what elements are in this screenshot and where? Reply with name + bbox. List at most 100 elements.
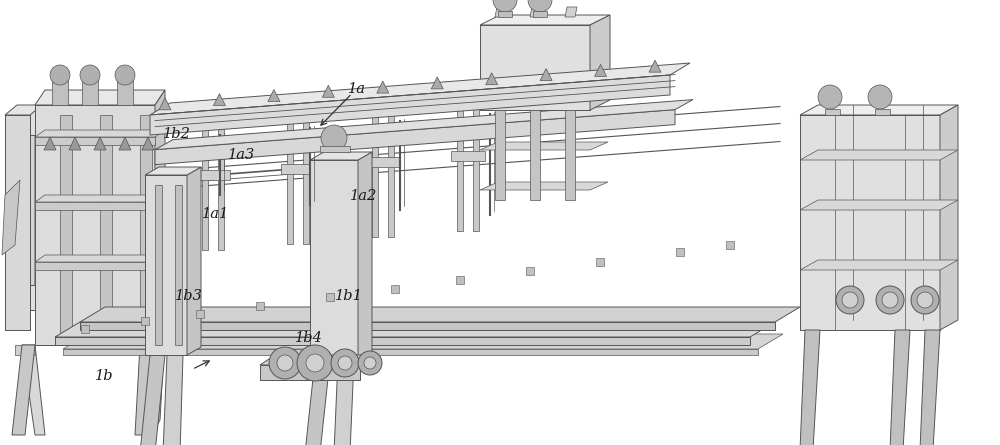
Circle shape xyxy=(277,355,293,371)
Polygon shape xyxy=(256,302,264,310)
Polygon shape xyxy=(20,105,35,310)
Polygon shape xyxy=(35,262,155,270)
Polygon shape xyxy=(451,151,485,161)
Polygon shape xyxy=(540,69,552,81)
Polygon shape xyxy=(565,7,577,17)
Polygon shape xyxy=(155,185,162,345)
Polygon shape xyxy=(596,258,604,266)
Circle shape xyxy=(882,292,898,308)
Polygon shape xyxy=(69,137,81,150)
Polygon shape xyxy=(35,130,165,137)
Circle shape xyxy=(364,357,376,369)
Polygon shape xyxy=(800,105,958,115)
Polygon shape xyxy=(305,360,330,445)
Polygon shape xyxy=(187,167,201,355)
Polygon shape xyxy=(565,110,575,200)
Polygon shape xyxy=(22,345,45,435)
Polygon shape xyxy=(800,200,958,210)
Polygon shape xyxy=(155,90,165,345)
Polygon shape xyxy=(163,355,183,445)
Polygon shape xyxy=(498,11,512,17)
Polygon shape xyxy=(457,81,463,231)
Polygon shape xyxy=(20,105,75,135)
Polygon shape xyxy=(391,285,399,293)
Polygon shape xyxy=(94,137,106,150)
Polygon shape xyxy=(920,330,940,445)
Circle shape xyxy=(115,65,135,85)
Polygon shape xyxy=(431,77,443,89)
Text: 1b3: 1b3 xyxy=(175,289,203,303)
Polygon shape xyxy=(20,285,75,310)
Circle shape xyxy=(50,65,70,85)
Circle shape xyxy=(338,356,352,370)
Polygon shape xyxy=(142,137,154,150)
Polygon shape xyxy=(366,158,400,167)
Polygon shape xyxy=(486,73,498,85)
Polygon shape xyxy=(55,322,775,337)
Polygon shape xyxy=(155,100,693,150)
Text: 1a1: 1a1 xyxy=(202,206,229,221)
Polygon shape xyxy=(202,101,208,251)
Text: 1a3: 1a3 xyxy=(228,148,255,162)
Polygon shape xyxy=(140,115,152,335)
Polygon shape xyxy=(196,170,230,180)
Polygon shape xyxy=(81,325,89,333)
Circle shape xyxy=(528,0,552,12)
Text: 1b2: 1b2 xyxy=(163,126,191,141)
Text: 1a2: 1a2 xyxy=(350,189,377,203)
Polygon shape xyxy=(117,80,133,105)
Polygon shape xyxy=(480,142,608,150)
Text: 1b1: 1b1 xyxy=(335,289,363,303)
Polygon shape xyxy=(63,334,783,349)
Circle shape xyxy=(868,85,892,109)
Circle shape xyxy=(818,85,842,109)
Circle shape xyxy=(306,354,324,372)
Polygon shape xyxy=(119,137,131,150)
Polygon shape xyxy=(80,307,800,322)
Polygon shape xyxy=(35,90,165,105)
Polygon shape xyxy=(480,25,590,110)
Polygon shape xyxy=(533,11,547,17)
Polygon shape xyxy=(372,87,378,237)
Circle shape xyxy=(911,286,939,314)
Polygon shape xyxy=(218,101,224,251)
Polygon shape xyxy=(150,75,670,135)
Polygon shape xyxy=(140,355,165,445)
Polygon shape xyxy=(80,322,775,330)
Polygon shape xyxy=(55,337,750,345)
Polygon shape xyxy=(875,109,890,115)
Polygon shape xyxy=(281,164,315,174)
Circle shape xyxy=(80,65,100,85)
Circle shape xyxy=(358,351,382,375)
Polygon shape xyxy=(196,310,204,318)
Polygon shape xyxy=(260,365,360,380)
Polygon shape xyxy=(940,105,958,330)
Polygon shape xyxy=(12,345,35,435)
Polygon shape xyxy=(480,182,608,190)
Polygon shape xyxy=(145,167,201,175)
Polygon shape xyxy=(15,345,35,355)
Polygon shape xyxy=(5,105,42,115)
Polygon shape xyxy=(141,317,149,325)
Polygon shape xyxy=(480,15,610,25)
Polygon shape xyxy=(152,330,165,435)
Polygon shape xyxy=(322,85,334,97)
Polygon shape xyxy=(530,110,540,200)
Polygon shape xyxy=(326,293,334,301)
Polygon shape xyxy=(456,276,464,284)
Polygon shape xyxy=(377,81,389,93)
Text: 1a: 1a xyxy=(348,82,366,96)
Polygon shape xyxy=(35,255,165,262)
Polygon shape xyxy=(82,80,98,105)
Polygon shape xyxy=(495,110,505,200)
Polygon shape xyxy=(676,248,684,256)
Circle shape xyxy=(836,286,864,314)
Circle shape xyxy=(321,125,347,151)
Polygon shape xyxy=(44,137,56,150)
Circle shape xyxy=(331,349,359,377)
Polygon shape xyxy=(310,152,372,160)
Polygon shape xyxy=(310,160,358,360)
Polygon shape xyxy=(100,115,112,335)
Polygon shape xyxy=(52,80,68,105)
Polygon shape xyxy=(5,115,30,330)
